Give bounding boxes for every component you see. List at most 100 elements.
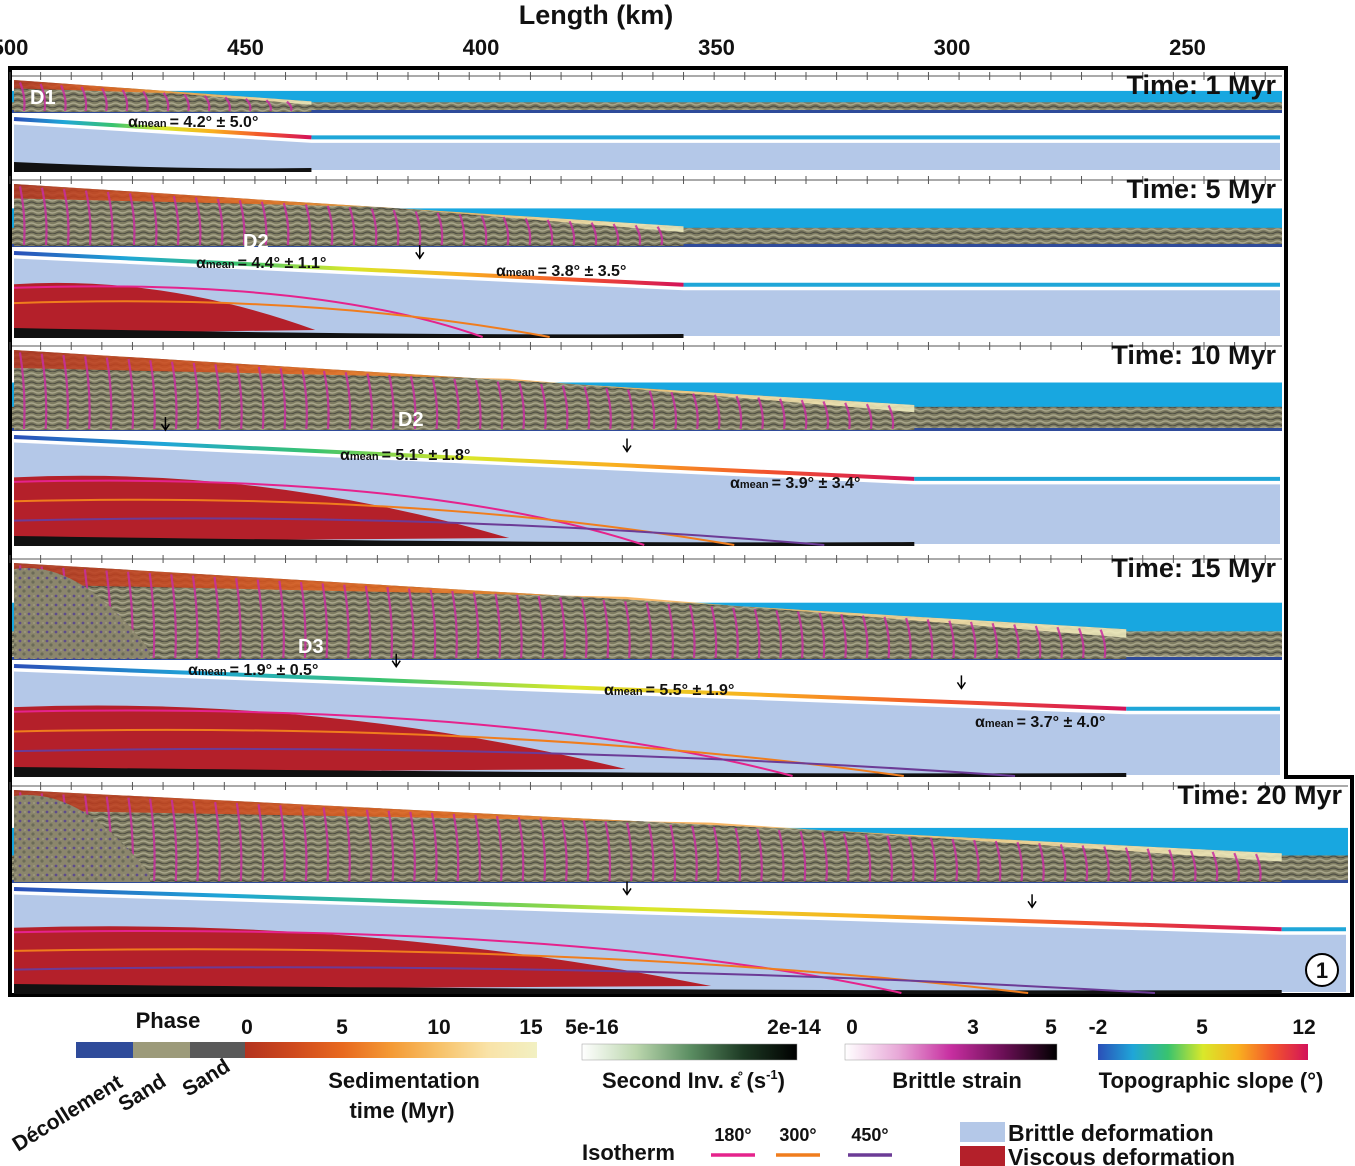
thrust-fault [40, 353, 48, 430]
thrust-fault [540, 383, 547, 430]
syntectonic-sediments [14, 350, 915, 413]
thrust-fault [840, 613, 847, 659]
thrust-fault [474, 379, 482, 430]
model-panel: Time: 15 Myr D3 αmean = 1.9° ± 0.5° αmean = 5… [9, 553, 1282, 777]
axis-tick-labels: 500 450 400 350 300 250 [0, 35, 1206, 60]
thrust-fault [257, 366, 265, 430]
thrust-fault [101, 87, 108, 112]
thrust-fault [1146, 848, 1154, 882]
thrust-fault [734, 827, 742, 882]
panel-time-label: Time: 5 Myr [1126, 174, 1276, 204]
model-panel: Time: 1 Myr D1 αmean = 4.2° ± 5.0° [9, 70, 1282, 172]
thrust-fault [864, 834, 872, 882]
topographic-slope-tick: 12 [1292, 1016, 1315, 1039]
thrust-fault [172, 195, 180, 246]
panel-time-label: Time: 20 Myr [1177, 780, 1342, 810]
slope-annotation: αmean = 5.1° ± 1.8° [340, 447, 470, 464]
thrust-fault [344, 372, 352, 430]
domain-label: D2 [243, 231, 269, 253]
thrust-fault [494, 593, 502, 659]
thrust-fault [301, 369, 308, 430]
thrust-fault [710, 606, 718, 659]
thrust-fault [624, 601, 631, 659]
thrust-fault [474, 814, 481, 882]
thrust-fault [670, 391, 678, 430]
thrust-fault [238, 200, 246, 246]
surface-outline [13, 119, 1280, 143]
thrust-fault [282, 202, 290, 246]
syntectonic-sediments [14, 184, 684, 233]
thrust-fault [407, 588, 415, 659]
thrust-fault [105, 357, 113, 430]
strain-rate-colorbar [581, 1043, 798, 1061]
thrust-fault [926, 619, 934, 659]
thrust-fault [300, 806, 308, 882]
thrust-fault [496, 381, 504, 430]
thrust-fault [822, 401, 830, 430]
isotherm-line [13, 709, 793, 777]
thrust-fault [1168, 849, 1175, 882]
thrust-fault [480, 215, 488, 246]
topographic-slope-line [13, 117, 312, 140]
syntectonic-sediments [14, 563, 1127, 638]
thrust-fault [561, 819, 568, 882]
thrust-fault [844, 402, 851, 430]
slope-annotation: αmean = 1.9° ± 0.5° [188, 662, 318, 679]
strain-rate-max-label: 2e-14 [767, 1016, 821, 1039]
thrust-fault [580, 598, 588, 659]
thrust-fault [583, 386, 591, 430]
thrust-fault [1016, 841, 1024, 882]
thrust-fault [191, 575, 199, 659]
basal-shear-zone [14, 162, 312, 172]
model-panel: Time: 5 Myr D2 αmean = 4.4° ± 1.1° αmean = 3.… [9, 174, 1282, 338]
syntectonic-sediments [14, 790, 1282, 862]
thrust-fault [436, 212, 444, 246]
thrust-fault [149, 360, 156, 430]
slope-annotation: αmean = 3.8° ± 3.5° [496, 263, 626, 280]
thrust-fault [149, 798, 156, 882]
thrust-fault [322, 807, 330, 882]
thrust-fault [735, 395, 743, 430]
thrust-fault [800, 399, 808, 430]
arrow-head [415, 251, 425, 260]
basal-shear-zone [14, 328, 684, 338]
topographic-slope-title: Topographic slope (°) [1099, 1068, 1324, 1093]
thrust-fault [121, 89, 129, 112]
thrust-fault [1099, 629, 1107, 659]
thrust-fault [170, 574, 177, 659]
thrust-fault [582, 820, 590, 882]
thrust-fault [84, 190, 92, 246]
topographic-slope-tick: -2 [1089, 1016, 1108, 1039]
axis-tick-label: 300 [934, 35, 971, 60]
thrust-fault [260, 201, 268, 246]
brittle-strain-tick-labels: 0 3 5 [846, 1016, 1057, 1039]
phase-label-sand-1: Sand [114, 1070, 170, 1117]
syntectonic-sediments [14, 80, 312, 105]
thrust-fault [304, 204, 312, 246]
thrust-fault [409, 811, 416, 882]
thrust-fault [343, 584, 350, 659]
panel-time-label: Time: 10 Myr [1111, 340, 1276, 370]
thrust-fault [192, 800, 200, 882]
thrust-fault [256, 579, 264, 659]
brittle-strain-colorbar [844, 1043, 1058, 1061]
thrust-fault [192, 362, 200, 430]
sedimentation-tick: 5 [336, 1016, 348, 1039]
thrust-fault [40, 187, 48, 246]
thrust-fault [865, 403, 873, 430]
arrow-head [622, 888, 632, 896]
thrust-fault [634, 224, 642, 246]
thrust-fault [883, 616, 891, 659]
thrust-fault [429, 589, 437, 659]
thrust-fault [797, 611, 804, 659]
panel-time-label: Time: 1 Myr [1126, 70, 1276, 100]
thrust-fault [612, 223, 620, 246]
slope-annotation: αmean = 4.2° ± 5.0° [128, 114, 258, 131]
topographic-slope-tick: 5 [1196, 1016, 1208, 1039]
legend: Phase Décollement Sand Sand 0 5 10 15 Sedim… [8, 1008, 1323, 1166]
thrust-fault [386, 587, 394, 659]
thrust-fault [18, 82, 26, 112]
topographic-slope-line [13, 251, 684, 287]
slope-annotation: αmean = 5.5° ± 1.9° [604, 682, 734, 699]
thrust-fault [842, 833, 850, 882]
